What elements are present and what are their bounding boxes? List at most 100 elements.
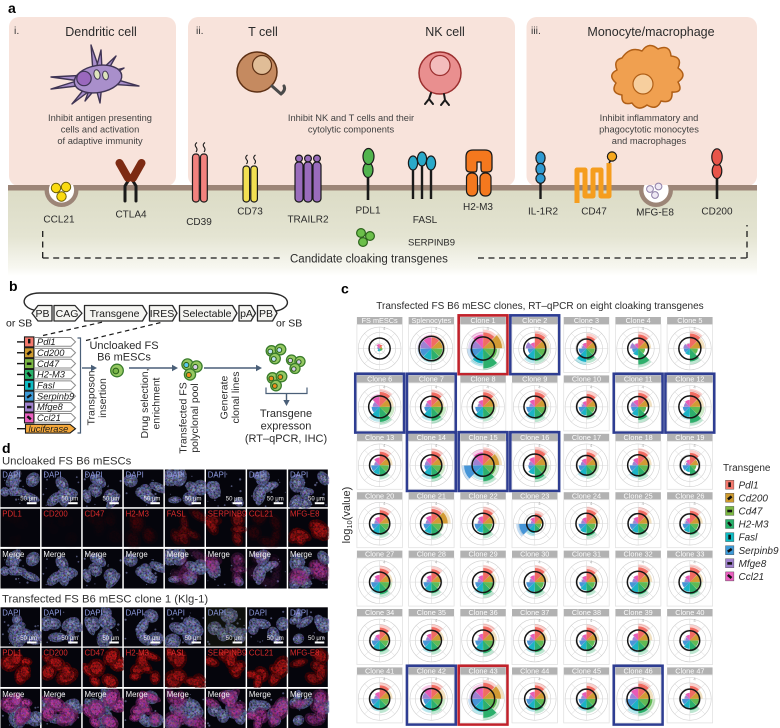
svg-text:TRAILR2: TRAILR2: [287, 215, 329, 226]
svg-text:Cd200: Cd200: [739, 493, 769, 504]
svg-text:4: 4: [642, 443, 645, 448]
svg-text:50 μm: 50 μm: [103, 497, 120, 503]
svg-text:Clone 14: Clone 14: [417, 433, 446, 442]
svg-text:Clone 15: Clone 15: [468, 433, 497, 442]
svg-text:log10(value): log10(value): [341, 487, 354, 544]
svg-text:Clone 23: Clone 23: [520, 491, 549, 500]
svg-text:CD200: CD200: [701, 207, 733, 218]
svg-text:expresson: expresson: [261, 421, 312, 433]
svg-text:4: 4: [538, 384, 541, 389]
svg-text:IRES: IRES: [150, 308, 175, 320]
svg-text:Clone 33: Clone 33: [675, 550, 704, 559]
svg-text:Transfected FS B6 mESC clones,: Transfected FS B6 mESC clones, RT–qPCR o…: [376, 301, 703, 312]
svg-text:Clone 10: Clone 10: [572, 375, 601, 384]
svg-text:50 μm: 50 μm: [61, 636, 78, 642]
svg-text:Merge: Merge: [290, 690, 312, 699]
svg-text:50 μm: 50 μm: [20, 636, 37, 642]
svg-text:4: 4: [590, 560, 593, 565]
svg-text:Transposon: Transposon: [85, 370, 97, 425]
svg-text:DAPI: DAPI: [208, 471, 226, 480]
svg-text:4: 4: [538, 560, 541, 565]
svg-text:Clone 46: Clone 46: [624, 667, 653, 676]
svg-text:H2-M3: H2-M3: [739, 520, 769, 531]
svg-text:4: 4: [383, 326, 386, 331]
svg-text:Uncloaked FS B6 mESCs: Uncloaked FS B6 mESCs: [2, 456, 132, 468]
svg-text:4: 4: [693, 676, 696, 681]
svg-text:Merge: Merge: [43, 690, 65, 699]
svg-text:Fasl: Fasl: [739, 533, 759, 544]
svg-text:4: 4: [383, 443, 386, 448]
svg-text:50 μm: 50 μm: [185, 636, 202, 642]
svg-text:4: 4: [435, 676, 438, 681]
svg-text:4: 4: [435, 501, 438, 506]
svg-text:Serpinb9: Serpinb9: [37, 391, 74, 401]
svg-text:Clone 2: Clone 2: [522, 316, 547, 325]
svg-text:4: 4: [590, 326, 593, 331]
svg-text:4: 4: [383, 618, 386, 623]
svg-text:4: 4: [435, 384, 438, 389]
svg-text:d: d: [2, 440, 11, 456]
svg-text:4: 4: [693, 501, 696, 506]
svg-text:Clone 17: Clone 17: [572, 433, 601, 442]
svg-text:DAPI: DAPI: [290, 608, 308, 617]
svg-text:PDL1: PDL1: [2, 649, 22, 658]
svg-text:Clone 36: Clone 36: [468, 608, 497, 617]
svg-text:Splenocytes: Splenocytes: [411, 316, 451, 325]
svg-text:CD73: CD73: [237, 207, 263, 218]
svg-text:Ccl21: Ccl21: [739, 572, 765, 583]
svg-text:Inhibit NK and T cells and the: Inhibit NK and T cells and their: [288, 113, 414, 123]
svg-text:50 μm: 50 μm: [267, 497, 284, 503]
svg-text:MFG-E8: MFG-E8: [290, 510, 319, 519]
svg-text:PDL1: PDL1: [2, 510, 22, 519]
svg-text:4: 4: [383, 501, 386, 506]
svg-text:DAPI: DAPI: [43, 608, 61, 617]
svg-text:DAPI: DAPI: [126, 471, 144, 480]
svg-text:DAPI: DAPI: [85, 608, 103, 617]
svg-text:Clone 6: Clone 6: [367, 375, 392, 384]
svg-text:CCL21: CCL21: [43, 215, 75, 226]
svg-text:4: 4: [538, 618, 541, 623]
svg-text:Clone 32: Clone 32: [624, 550, 653, 559]
svg-text:CTLA4: CTLA4: [115, 210, 147, 221]
svg-text:Clone 3: Clone 3: [574, 316, 599, 325]
svg-text:Clone 35: Clone 35: [417, 608, 446, 617]
svg-text:Clone 22: Clone 22: [468, 491, 497, 500]
svg-text:Selectable: Selectable: [182, 308, 231, 320]
svg-text:CD39: CD39: [186, 217, 212, 228]
svg-text:FASL: FASL: [167, 649, 187, 658]
svg-text:4: 4: [383, 676, 386, 681]
svg-text:ii.: ii.: [196, 25, 204, 37]
svg-text:Clone 47: Clone 47: [675, 667, 704, 676]
svg-text:Merge: Merge: [208, 690, 230, 699]
svg-text:DAPI: DAPI: [290, 471, 308, 480]
svg-text:4: 4: [693, 326, 696, 331]
svg-text:50 μm: 50 μm: [267, 636, 284, 642]
svg-text:Clone 18: Clone 18: [624, 433, 653, 442]
svg-text:CD47: CD47: [85, 649, 105, 658]
svg-text:Merge: Merge: [126, 690, 148, 699]
svg-text:Clone 34: Clone 34: [365, 608, 394, 617]
svg-text:Clone 24: Clone 24: [572, 491, 601, 500]
svg-text:4: 4: [642, 676, 645, 681]
svg-text:Transgene: Transgene: [723, 463, 771, 474]
svg-text:Merge: Merge: [126, 550, 148, 559]
svg-text:cells and activation: cells and activation: [61, 125, 140, 135]
svg-text:Clone 42: Clone 42: [417, 667, 446, 676]
svg-text:4: 4: [435, 618, 438, 623]
svg-text:Mfge8: Mfge8: [37, 402, 64, 412]
svg-text:Transgene: Transgene: [90, 308, 140, 320]
svg-text:Clone 26: Clone 26: [675, 491, 704, 500]
svg-text:Clone 4: Clone 4: [626, 316, 651, 325]
svg-text:4: 4: [487, 501, 490, 506]
svg-text:Merge: Merge: [249, 550, 271, 559]
svg-text:4: 4: [538, 501, 541, 506]
svg-text:enrichment: enrichment: [150, 377, 162, 429]
svg-text:Clone 40: Clone 40: [675, 608, 704, 617]
svg-text:Clone 13: Clone 13: [365, 433, 394, 442]
svg-text:4: 4: [693, 443, 696, 448]
svg-text:DAPI: DAPI: [208, 608, 226, 617]
svg-text:DAPI: DAPI: [167, 608, 185, 617]
svg-text:iii.: iii.: [531, 25, 541, 37]
svg-text:CD47: CD47: [85, 510, 105, 519]
svg-text:Clone 29: Clone 29: [468, 550, 497, 559]
